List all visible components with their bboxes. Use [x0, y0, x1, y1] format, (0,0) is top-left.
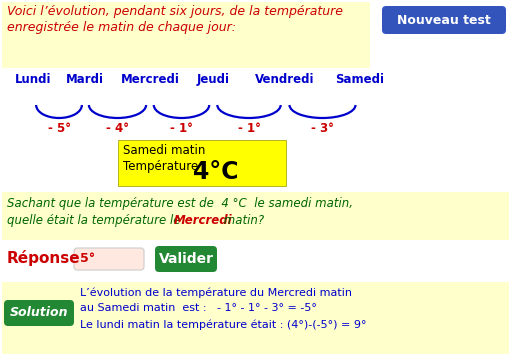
Text: Solution: Solution: [10, 307, 68, 320]
Text: Samedi matin: Samedi matin: [123, 144, 205, 157]
FancyBboxPatch shape: [2, 2, 370, 68]
FancyBboxPatch shape: [2, 282, 509, 354]
Text: - 1°: - 1°: [170, 122, 193, 135]
Text: - 1°: - 1°: [238, 122, 261, 135]
Text: Nouveau test: Nouveau test: [397, 14, 491, 27]
Text: Mercredi: Mercredi: [174, 214, 232, 227]
Text: au Samedi matin  est :   - 1° - 1° - 3° = -5°: au Samedi matin est : - 1° - 1° - 3° = -…: [80, 303, 317, 313]
Text: Voici l’évolution, pendant six jours, de la température: Voici l’évolution, pendant six jours, de…: [7, 5, 343, 18]
FancyBboxPatch shape: [4, 300, 74, 326]
Text: 4°C: 4°C: [193, 160, 239, 184]
Text: enregistrée le matin de chaque jour:: enregistrée le matin de chaque jour:: [7, 21, 236, 34]
Text: Mardi: Mardi: [66, 73, 104, 86]
Text: Lundi: Lundi: [15, 73, 51, 86]
Text: - 4°: - 4°: [106, 122, 129, 135]
FancyBboxPatch shape: [382, 6, 506, 34]
Text: Température :: Température :: [123, 160, 210, 173]
Text: Réponse: Réponse: [7, 250, 80, 266]
Text: matin?: matin?: [220, 214, 264, 227]
Text: 5°: 5°: [80, 252, 95, 265]
FancyBboxPatch shape: [118, 140, 286, 186]
Text: Jeudi: Jeudi: [197, 73, 229, 86]
FancyBboxPatch shape: [2, 192, 509, 240]
Text: quelle était la température le: quelle était la température le: [7, 214, 184, 227]
Text: Valider: Valider: [159, 252, 214, 266]
Text: Le lundi matin la température était : (4°)-(-5°) = 9°: Le lundi matin la température était : (4…: [80, 319, 367, 330]
Text: Samedi: Samedi: [335, 73, 385, 86]
Text: - 5°: - 5°: [48, 122, 71, 135]
Text: L’évolution de la température du Mercredi matin: L’évolution de la température du Mercred…: [80, 287, 352, 298]
Text: Vendredi: Vendredi: [255, 73, 315, 86]
Text: Mercredi: Mercredi: [120, 73, 179, 86]
FancyBboxPatch shape: [155, 246, 217, 272]
FancyBboxPatch shape: [74, 248, 144, 270]
Text: - 3°: - 3°: [311, 122, 334, 135]
Text: Sachant que la température est de  4 °C  le samedi matin,: Sachant que la température est de 4 °C l…: [7, 197, 353, 210]
